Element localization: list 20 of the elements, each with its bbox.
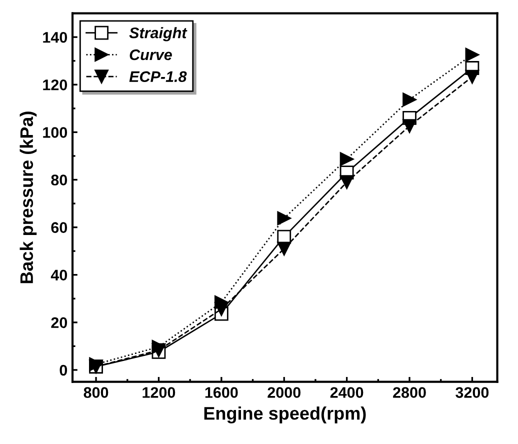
y-tick-label: 40	[50, 270, 68, 281]
legend-label: Curve	[130, 49, 172, 60]
x-tick-label: 2400	[330, 387, 364, 398]
x-axis-title: Engine speed(rpm)	[204, 406, 366, 424]
y-axis-title: Back pressure (kPa)	[20, 112, 37, 284]
y-tick-label: 140	[43, 32, 68, 43]
y-tick-label: 120	[43, 80, 68, 90]
y-tick-label: 20	[51, 317, 68, 328]
x-tick-label: 800	[84, 387, 108, 398]
y-tick-label: 60	[51, 222, 68, 233]
x-tick-label: 2000	[268, 387, 300, 398]
x-tick-label: 3200	[456, 387, 489, 398]
x-tick-label: 1200	[142, 387, 176, 398]
x-tick-label: 2800	[393, 387, 426, 398]
y-tick-label: 100	[43, 127, 68, 138]
legend-label: ECP-1.8	[129, 71, 187, 82]
y-tick-label: 80	[51, 174, 68, 186]
legend-label: Straight	[129, 27, 188, 42]
y-tick-label: 0	[60, 364, 68, 376]
x-tick-label: 1600	[205, 387, 238, 398]
